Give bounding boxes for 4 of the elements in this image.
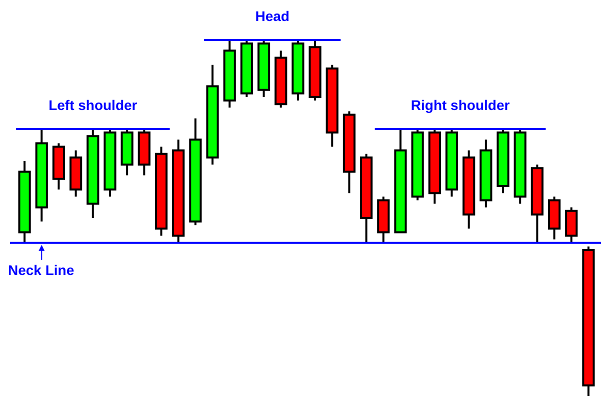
legend-label: Neck Line [8,262,74,278]
ref-line-label: Left shoulder [48,96,138,113]
annotation: Right shoulder [410,96,510,113]
ref-line-label: Head [255,8,290,24]
